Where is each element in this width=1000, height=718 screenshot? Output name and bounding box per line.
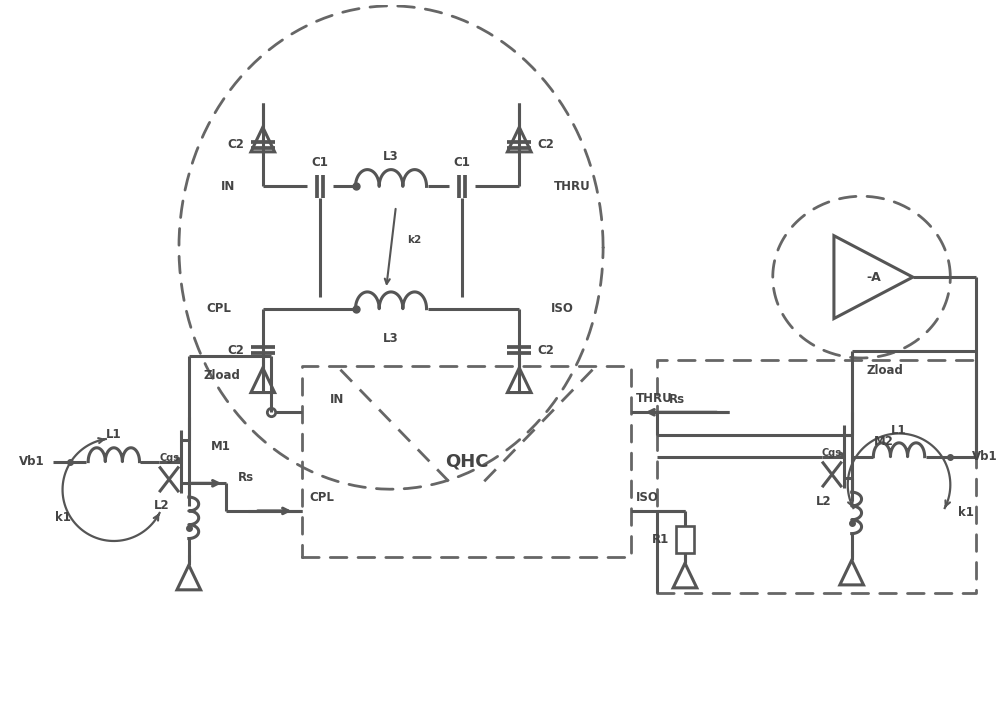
Text: R1: R1: [652, 533, 669, 546]
Text: L2: L2: [816, 495, 832, 508]
Text: C2: C2: [228, 344, 245, 357]
Text: Rs: Rs: [669, 393, 685, 406]
Text: Cgs: Cgs: [822, 448, 842, 457]
Text: L3: L3: [383, 332, 399, 345]
Text: k1: k1: [55, 510, 70, 524]
Text: ISO: ISO: [551, 302, 574, 315]
Text: IN: IN: [330, 393, 344, 406]
Text: C2: C2: [537, 344, 554, 357]
Text: L1: L1: [106, 429, 122, 442]
Text: Vb1: Vb1: [19, 455, 45, 468]
Text: Zload: Zload: [204, 369, 240, 382]
Text: L3: L3: [383, 150, 399, 163]
Text: ISO: ISO: [636, 490, 659, 503]
Text: L1: L1: [891, 424, 907, 437]
Text: IN: IN: [221, 180, 235, 193]
Text: Cgs: Cgs: [159, 452, 179, 462]
Text: Rs: Rs: [238, 471, 254, 484]
Text: C2: C2: [228, 139, 245, 151]
Text: CPL: CPL: [309, 490, 334, 503]
Text: L2: L2: [153, 500, 169, 513]
Text: QHC: QHC: [445, 452, 488, 470]
Text: THRU: THRU: [636, 392, 672, 405]
Text: CPL: CPL: [206, 302, 231, 315]
Text: Zload: Zload: [866, 364, 903, 378]
Text: M1: M1: [211, 440, 230, 453]
Text: k1: k1: [958, 506, 974, 519]
Bar: [676, 526, 694, 554]
Text: THRU: THRU: [554, 180, 591, 193]
Text: C2: C2: [537, 139, 554, 151]
Text: -A: -A: [866, 271, 881, 284]
Text: C1: C1: [454, 157, 470, 169]
Text: Vb1: Vb1: [972, 450, 998, 463]
Text: k2: k2: [408, 235, 422, 245]
Text: C1: C1: [312, 157, 328, 169]
Text: M2: M2: [873, 435, 893, 448]
